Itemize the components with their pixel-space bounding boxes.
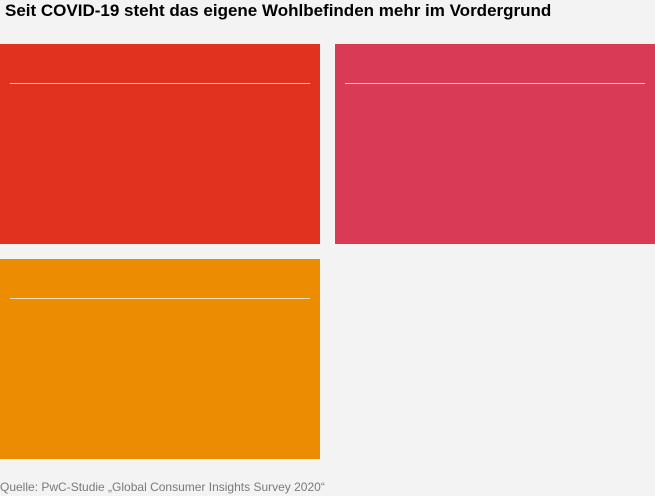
tile-red (0, 44, 320, 244)
source-note: Quelle: PwC-Studie „Global Consumer Insi… (0, 480, 325, 494)
tile-divider (345, 83, 645, 84)
tile-divider (10, 298, 310, 299)
tile-divider (10, 83, 310, 84)
tile-pink (335, 44, 655, 244)
tile-orange (0, 259, 320, 459)
page-title: Seit COVID-19 steht das eigene Wohlbefin… (5, 1, 552, 20)
